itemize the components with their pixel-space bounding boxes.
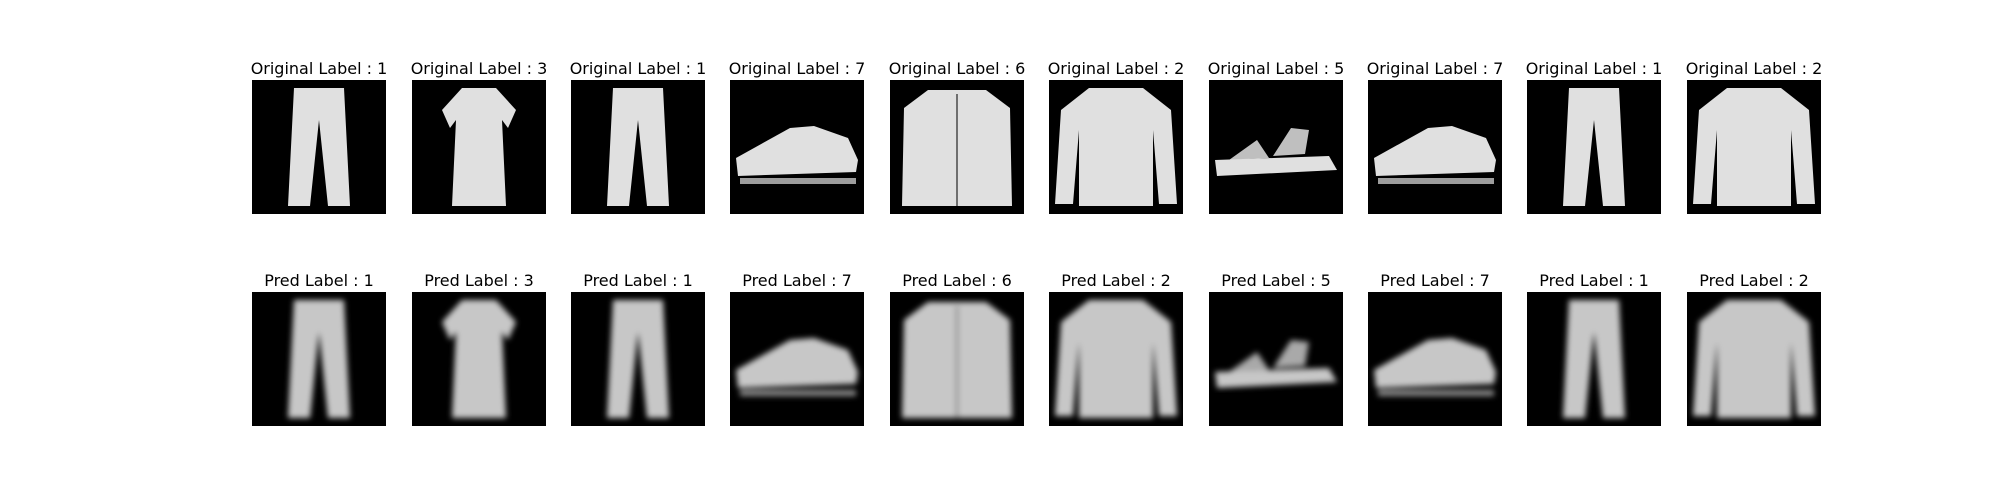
pred-cell: Pred Label : 2 — [1687, 270, 1821, 426]
shirt-image — [890, 80, 1024, 214]
original-cell: Original Label : 7 — [729, 58, 865, 214]
trouser-image — [571, 292, 705, 426]
sandal-image — [1209, 292, 1343, 426]
pred-cell: Pred Label : 6 — [890, 270, 1024, 426]
original-cell: Original Label : 7 — [1367, 58, 1503, 214]
original-label: Original Label : 1 — [1525, 59, 1663, 78]
pred-label: Pred Label : 5 — [1221, 271, 1331, 290]
pred-label: Pred Label : 2 — [1699, 271, 1809, 290]
pred-label: Pred Label : 7 — [1380, 271, 1490, 290]
dress-image — [412, 292, 546, 426]
trouser-image — [252, 80, 386, 214]
original-label: Original Label : 3 — [410, 59, 548, 78]
original-label: Original Label : 1 — [250, 59, 388, 78]
original-label: Original Label : 6 — [888, 59, 1026, 78]
sneaker-image — [1368, 80, 1502, 214]
pred-cell: Pred Label : 1 — [571, 270, 705, 426]
sneaker-image — [730, 292, 864, 426]
original-cell: Original Label : 5 — [1208, 58, 1344, 214]
pred-label: Pred Label : 1 — [1539, 271, 1649, 290]
original-label: Original Label : 2 — [1047, 59, 1185, 78]
original-cell: Original Label : 1 — [251, 58, 387, 214]
shirt-image — [890, 292, 1024, 426]
original-label: Original Label : 7 — [728, 59, 866, 78]
original-cell: Original Label : 2 — [1048, 58, 1184, 214]
pred-label: Pred Label : 7 — [742, 271, 852, 290]
pullover-image — [1687, 80, 1821, 214]
pred-label: Pred Label : 2 — [1061, 271, 1171, 290]
pred-cell: Pred Label : 1 — [1527, 270, 1661, 426]
pred-cell: Pred Label : 3 — [412, 270, 546, 426]
sneaker-image — [1368, 292, 1502, 426]
pullover-image — [1049, 80, 1183, 214]
pred-label: Pred Label : 6 — [902, 271, 1012, 290]
trouser-image — [571, 80, 705, 214]
trouser-image — [1527, 80, 1661, 214]
pred-cell: Pred Label : 2 — [1049, 270, 1183, 426]
original-label: Original Label : 1 — [569, 59, 707, 78]
sneaker-image — [730, 80, 864, 214]
original-cell: Original Label : 2 — [1686, 58, 1822, 214]
pullover-image — [1687, 292, 1821, 426]
original-label: Original Label : 2 — [1685, 59, 1823, 78]
trouser-image — [1527, 292, 1661, 426]
dress-image — [412, 80, 546, 214]
trouser-image — [252, 292, 386, 426]
pred-cell: Pred Label : 7 — [1368, 270, 1502, 426]
pred-label: Pred Label : 1 — [583, 271, 693, 290]
pred-cell: Pred Label : 5 — [1209, 270, 1343, 426]
original-cell: Original Label : 6 — [889, 58, 1025, 214]
sandal-image — [1209, 80, 1343, 214]
pred-label: Pred Label : 3 — [424, 271, 534, 290]
pred-label: Pred Label : 1 — [264, 271, 374, 290]
original-label: Original Label : 7 — [1366, 59, 1504, 78]
original-label: Original Label : 5 — [1207, 59, 1345, 78]
original-cell: Original Label : 1 — [1526, 58, 1662, 214]
pred-cell: Pred Label : 7 — [730, 270, 864, 426]
pred-cell: Pred Label : 1 — [252, 270, 386, 426]
original-cell: Original Label : 1 — [570, 58, 706, 214]
original-cell: Original Label : 3 — [411, 58, 547, 214]
pullover-image — [1049, 292, 1183, 426]
